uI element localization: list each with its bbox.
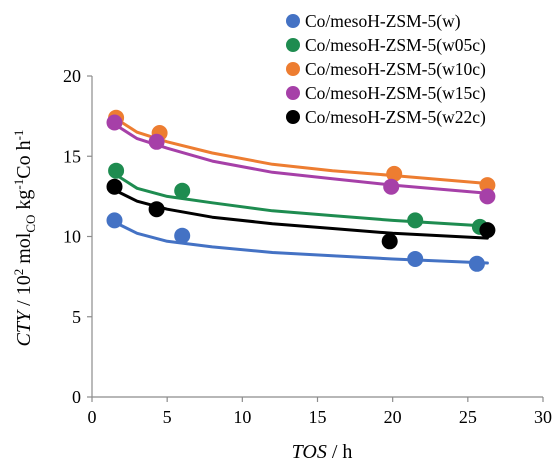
y-tick-label: 0 — [72, 387, 81, 407]
y-axis-title-sup2: -1 — [11, 179, 26, 190]
y-tick-label: 20 — [63, 66, 81, 86]
data-point-series-1 — [174, 227, 191, 244]
y-axis-title-sub: CO — [23, 215, 38, 233]
data-point-series-4 — [383, 178, 400, 195]
data-point-series-4 — [148, 133, 165, 150]
y-tick-label: 10 — [63, 227, 81, 247]
data-point-series-1 — [407, 251, 424, 267]
data-point-series-2 — [174, 182, 191, 199]
data-point-series-5 — [381, 233, 398, 250]
legend-marker — [286, 62, 300, 76]
x-tick-label: 5 — [163, 407, 172, 427]
y-axis-title: CTY / 102 molCO kg-1Co h-1 — [11, 130, 38, 347]
legend-label: Co/mesoH-ZSM-5(w05c) — [305, 35, 486, 55]
legend-label: Co/mesoH-ZSM-5(w15c) — [305, 83, 486, 103]
data-point-series-1 — [106, 212, 123, 229]
legend-marker — [286, 110, 300, 124]
y-axis-title-part3: kg — [13, 190, 35, 215]
x-tick-label: 30 — [534, 407, 552, 427]
legend-label: Co/mesoH-ZSM-5(w22c) — [305, 107, 486, 127]
x-tick-label: 25 — [459, 407, 477, 427]
x-axis-title-italic: TOS — [292, 441, 327, 463]
x-tick-label: 0 — [88, 407, 97, 427]
x-tick-label: 15 — [309, 407, 327, 427]
y-axis-title-part4: Co h — [13, 140, 35, 178]
legend: Co/mesoH-ZSM-5(w) Co/mesoH-ZSM-5(w05c) Co/… — [286, 11, 486, 127]
data-point-series-3 — [479, 177, 496, 194]
x-axis-title-unit: / h — [327, 441, 353, 463]
trendline-series-5 — [113, 188, 489, 240]
x-axis-title: TOS / h — [292, 441, 353, 463]
trendline-series-1 — [113, 220, 489, 265]
y-axis-title-part2: mol — [13, 232, 35, 269]
legend-label: Co/mesoH-ZSM-5(w10c) — [305, 59, 486, 79]
x-tick-label: 10 — [233, 407, 251, 427]
trendline-series-2 — [113, 172, 489, 228]
y-axis-title-sup1: 2 — [11, 269, 26, 276]
legend-label: Co/mesoH-ZSM-5(w) — [305, 11, 461, 31]
plot-area — [106, 109, 496, 272]
data-point-series-1 — [468, 255, 485, 272]
data-point-series-5 — [106, 178, 123, 195]
legend-marker — [286, 14, 300, 28]
x-tick-label: 20 — [384, 407, 402, 427]
trendline-series-4 — [113, 122, 489, 195]
data-point-series-5 — [148, 201, 165, 218]
legend-marker — [286, 86, 300, 100]
axes: 0 5 10 15 20 25 30 0 5 10 15 20 — [63, 66, 552, 427]
y-axis-title-sup3: -1 — [11, 130, 26, 141]
y-axis-title-part1: / 10 — [13, 275, 35, 311]
data-point-series-5 — [479, 222, 496, 239]
y-tick-label: 5 — [72, 307, 81, 327]
legend-marker — [286, 38, 300, 52]
y-tick-label: 15 — [63, 146, 81, 166]
y-axis-title-italic: CTY — [13, 309, 35, 346]
data-point-series-4 — [479, 188, 496, 205]
trendline-series-3 — [113, 116, 489, 185]
data-point-series-4 — [106, 114, 123, 131]
data-point-series-3 — [386, 165, 403, 182]
data-point-series-2 — [108, 162, 125, 179]
data-point-series-2 — [407, 212, 424, 229]
